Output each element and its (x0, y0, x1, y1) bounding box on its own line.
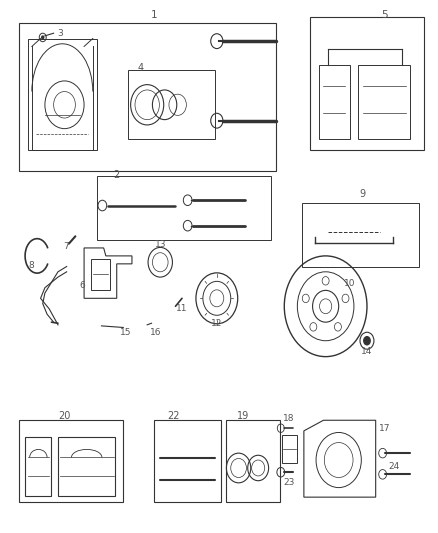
Bar (302, 203, 419, 266)
Text: 17: 17 (378, 424, 390, 433)
Bar (91, 259, 110, 290)
Text: 14: 14 (361, 347, 373, 356)
Bar (226, 420, 280, 503)
Bar (19, 420, 123, 503)
Text: 12: 12 (211, 319, 223, 328)
Text: 15: 15 (120, 328, 131, 337)
Text: 3: 3 (57, 29, 63, 38)
Text: 8: 8 (28, 261, 34, 270)
Text: 22: 22 (167, 411, 180, 421)
Bar (154, 420, 221, 503)
Text: 9: 9 (360, 189, 366, 199)
Bar (19, 22, 276, 171)
Text: 24: 24 (389, 463, 400, 471)
Text: 20: 20 (58, 411, 71, 421)
Bar (282, 435, 297, 463)
Circle shape (363, 336, 371, 345)
Text: 10: 10 (344, 279, 355, 288)
Circle shape (41, 35, 45, 39)
Text: 6: 6 (79, 281, 85, 290)
Text: 5: 5 (381, 10, 388, 20)
Text: 23: 23 (283, 478, 294, 487)
Text: 19: 19 (237, 411, 249, 421)
Text: 7: 7 (63, 242, 69, 251)
Text: 2: 2 (113, 171, 120, 180)
Text: 13: 13 (155, 240, 166, 249)
Bar (127, 70, 215, 139)
Text: 11: 11 (176, 304, 188, 313)
Text: 1: 1 (150, 10, 157, 20)
Text: 16: 16 (150, 328, 162, 337)
Text: 18: 18 (283, 414, 294, 423)
Bar (311, 17, 424, 150)
Text: 4: 4 (138, 63, 144, 72)
Bar (97, 176, 271, 240)
